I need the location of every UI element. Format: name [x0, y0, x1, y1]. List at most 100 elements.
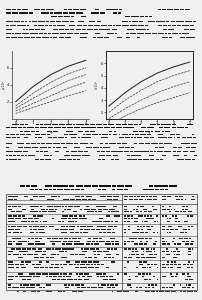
Bar	[71, 284, 74, 286]
Bar	[191, 196, 193, 197]
Bar	[42, 254, 45, 255]
Bar	[174, 211, 178, 212]
Bar	[101, 229, 105, 230]
Bar	[187, 251, 190, 252]
Bar	[80, 33, 87, 34]
Bar	[188, 238, 190, 239]
Bar	[142, 226, 144, 227]
Bar	[8, 208, 12, 210]
Bar	[20, 254, 21, 255]
Bar	[146, 134, 150, 136]
Bar	[21, 21, 24, 22]
Bar	[152, 243, 156, 244]
Bar	[38, 232, 45, 233]
Bar	[27, 25, 29, 26]
Bar	[164, 33, 166, 34]
Bar	[189, 243, 192, 244]
Bar	[184, 8, 189, 10]
Bar	[20, 124, 24, 125]
Bar	[66, 124, 71, 125]
Bar	[51, 196, 57, 197]
Bar	[25, 143, 30, 144]
Bar	[62, 21, 68, 22]
Bar	[19, 284, 22, 286]
Bar	[68, 134, 72, 136]
Bar	[75, 185, 82, 187]
Bar	[50, 21, 55, 22]
Bar	[104, 143, 108, 144]
Bar	[38, 137, 42, 138]
Bar	[107, 196, 112, 197]
Bar	[139, 232, 141, 233]
Bar	[89, 124, 94, 125]
Bar	[107, 29, 109, 30]
Bar	[167, 261, 168, 262]
Bar	[16, 134, 19, 136]
Bar	[135, 29, 138, 30]
Bar	[132, 251, 134, 252]
Bar	[176, 254, 179, 255]
Bar	[61, 127, 66, 128]
Bar	[72, 124, 75, 125]
Bar	[15, 264, 19, 265]
Bar	[179, 232, 183, 233]
Bar	[34, 25, 37, 26]
Bar	[130, 241, 133, 242]
Bar	[53, 37, 57, 38]
Bar	[137, 33, 143, 34]
Bar	[65, 229, 67, 230]
Bar	[74, 206, 80, 207]
Bar	[73, 211, 76, 212]
Bar	[144, 143, 149, 144]
Bar	[45, 185, 52, 187]
Bar	[85, 124, 88, 125]
Bar	[187, 226, 189, 227]
Bar	[116, 25, 121, 26]
Bar	[128, 254, 130, 255]
Bar	[36, 273, 40, 274]
Bar	[66, 33, 72, 34]
Bar	[101, 159, 104, 160]
Bar	[129, 287, 132, 288]
Bar	[23, 137, 28, 138]
Bar	[90, 264, 92, 265]
Bar	[145, 287, 146, 288]
Bar	[115, 151, 122, 152]
Bar	[78, 243, 84, 244]
Bar	[58, 137, 63, 138]
Bar	[52, 248, 54, 250]
Bar	[191, 248, 192, 250]
Bar	[154, 284, 156, 286]
Bar	[79, 208, 82, 210]
Bar	[140, 127, 145, 128]
Bar	[108, 134, 111, 136]
Bar	[133, 143, 137, 144]
Bar	[187, 211, 190, 212]
Bar	[43, 189, 48, 190]
Bar	[101, 226, 106, 227]
Bar	[139, 131, 143, 132]
Bar	[138, 287, 141, 288]
Bar	[133, 124, 137, 125]
Bar	[130, 218, 133, 219]
Bar	[23, 29, 25, 30]
Bar	[139, 243, 142, 244]
Bar	[104, 256, 106, 258]
Bar	[35, 127, 39, 128]
Bar	[135, 251, 137, 252]
Bar	[176, 151, 180, 152]
Bar	[96, 241, 97, 242]
Bar	[164, 291, 169, 292]
Bar	[77, 137, 80, 138]
Bar	[53, 25, 56, 26]
Bar	[26, 254, 33, 255]
Bar	[73, 159, 76, 160]
Bar	[175, 21, 183, 22]
Bar	[148, 16, 151, 17]
Bar	[113, 196, 118, 197]
Bar	[26, 185, 30, 187]
Bar	[127, 248, 130, 250]
Bar	[148, 238, 152, 239]
Bar	[70, 21, 74, 22]
Bar	[62, 12, 68, 14]
